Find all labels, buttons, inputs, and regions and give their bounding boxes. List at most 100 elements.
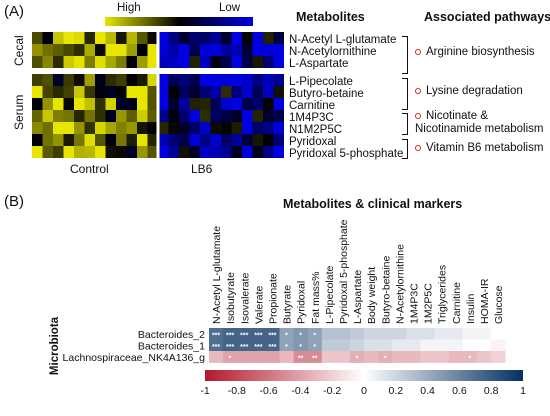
expression-cell (32, 110, 43, 123)
column-label: 1M4P3C (408, 283, 420, 324)
heatmap-cell (321, 328, 337, 340)
heatmap-cell (293, 328, 309, 340)
expression-cell (147, 32, 159, 45)
expression-cell (137, 44, 148, 57)
heatmap-cell (307, 328, 323, 340)
pathway-dot-icon (415, 144, 421, 151)
significance-mark: ** (298, 355, 304, 362)
expression-cell (42, 134, 54, 147)
expression-cell (263, 86, 274, 99)
expression-cell (84, 74, 96, 87)
expression-cell (137, 146, 148, 158)
expression-cell (221, 32, 232, 45)
expression-cell (105, 44, 117, 57)
heatmap-cell (223, 351, 238, 363)
expression-cell (210, 44, 222, 57)
expression-cell (126, 134, 138, 147)
significance-mark: *** (240, 332, 248, 339)
heatmap-cell (307, 339, 323, 352)
expression-cell (168, 44, 180, 57)
brace-arginine (402, 36, 408, 74)
expression-cell (189, 110, 201, 123)
expression-cell (126, 98, 138, 111)
significance-mark: * (299, 332, 302, 339)
expression-cell (137, 86, 148, 99)
expression-cell (242, 56, 253, 68)
expression-cell (179, 74, 190, 87)
expression-cell (63, 122, 75, 135)
expression-cell (32, 32, 43, 45)
heatmap-cell (448, 351, 464, 363)
expression-cell (189, 98, 201, 111)
heatmap-cell (406, 339, 421, 352)
expression-cell (32, 98, 43, 111)
significance-mark: *** (226, 332, 234, 339)
colorbar (205, 370, 523, 381)
expression-cell (42, 86, 54, 99)
significance-mark: *** (254, 332, 262, 339)
heatmap-cell (265, 328, 280, 340)
expression-cell (147, 74, 159, 87)
serum-metabolite-6: Pyridoxal (289, 136, 337, 148)
expression-cell (63, 44, 75, 57)
expression-cell (252, 86, 264, 99)
heatmap-cell (434, 351, 450, 363)
expression-cell (126, 74, 138, 87)
expression-cell (179, 146, 190, 158)
expression-cell (252, 134, 264, 147)
expression-cell (137, 98, 148, 111)
expression-cell (231, 122, 243, 135)
expression-cell (189, 74, 201, 87)
colorbar-tick-label: 0 (361, 385, 367, 397)
colorbar-tick-label: 0.8 (484, 385, 499, 397)
significance-mark: *** (212, 344, 220, 351)
expression-cell (42, 98, 54, 111)
expression-cell (221, 134, 232, 147)
column-label: Pyridoxal (296, 281, 308, 324)
serum-metabolite-2: Butyro-betaine (289, 88, 364, 100)
heatmap-cell (392, 351, 407, 363)
panel-a-label: (A) (4, 3, 24, 20)
expression-cell (95, 134, 106, 147)
expression-cell (53, 86, 64, 99)
colorbar-tick-label: -0.8 (228, 385, 246, 397)
pathway-dot-icon (415, 112, 421, 119)
brace-vitaminb6 (402, 139, 408, 159)
column-label: Carnitine (451, 282, 463, 324)
expression-cell (84, 110, 96, 123)
expression-cell (53, 122, 64, 135)
legend-gradient (105, 17, 253, 26)
expression-cell (189, 86, 201, 99)
expression-cell (158, 98, 169, 111)
expression-cell (84, 44, 96, 57)
expression-cell (116, 74, 127, 87)
expression-cell (200, 98, 211, 111)
expression-cell (263, 146, 274, 158)
significance-mark: * (313, 344, 316, 351)
legend-high-label: High (117, 2, 141, 14)
heatmap-cell (279, 351, 294, 363)
heatmap-cell (279, 339, 294, 352)
expression-cell (84, 134, 96, 147)
expression-cell (179, 86, 190, 99)
expression-cell (158, 32, 169, 45)
serum-metabolite-3: Carnitine (289, 100, 336, 112)
expression-cell (168, 86, 180, 99)
chart-title: Metabolites & clinical markers (283, 197, 463, 211)
expression-cell (263, 44, 274, 57)
expression-cell (168, 110, 180, 123)
expression-cell (105, 146, 117, 158)
heatmap-cell (293, 339, 309, 352)
pathway-2: Lysine degradation (415, 85, 523, 97)
expression-cell (221, 44, 232, 57)
heatmap-cell (237, 328, 252, 340)
expression-cell (53, 98, 64, 111)
expression-cell (210, 56, 222, 68)
column-label: N-Acetyl L-glutamate (211, 226, 223, 324)
heatmap-cell (448, 339, 464, 352)
significance-mark: * (356, 355, 359, 362)
significance-mark: * (229, 355, 232, 362)
brace-nicotinate (402, 113, 408, 135)
column-label: Butyrate (282, 285, 294, 324)
expression-cell (252, 44, 264, 57)
